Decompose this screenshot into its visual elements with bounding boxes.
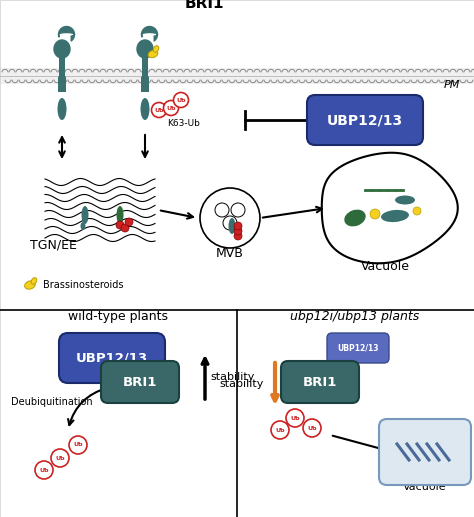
Ellipse shape	[395, 195, 415, 205]
Circle shape	[234, 222, 242, 230]
Circle shape	[164, 100, 179, 115]
Circle shape	[286, 409, 304, 427]
Circle shape	[303, 419, 321, 437]
Ellipse shape	[140, 98, 149, 120]
Text: Ub: Ub	[307, 425, 317, 431]
Circle shape	[231, 203, 245, 217]
Circle shape	[152, 102, 166, 117]
FancyBboxPatch shape	[307, 95, 423, 145]
Text: BRI1: BRI1	[303, 375, 337, 388]
Text: BRI1: BRI1	[123, 375, 157, 388]
Text: Ub: Ub	[55, 455, 65, 461]
Text: Vacuole: Vacuole	[361, 260, 410, 273]
FancyBboxPatch shape	[101, 361, 179, 403]
Text: Ub: Ub	[39, 467, 49, 473]
Ellipse shape	[117, 206, 124, 224]
Text: PM: PM	[444, 80, 460, 90]
Text: K63-Ub: K63-Ub	[167, 119, 200, 128]
Circle shape	[200, 188, 260, 248]
Bar	[142, 57, 148, 79]
Text: Ub: Ub	[290, 416, 300, 420]
Ellipse shape	[228, 218, 236, 234]
FancyBboxPatch shape	[379, 419, 471, 485]
Circle shape	[223, 216, 237, 230]
Text: UBP12/13: UBP12/13	[327, 113, 403, 127]
Bar	[143, 61, 147, 79]
Text: wild-type plants: wild-type plants	[68, 310, 168, 323]
FancyBboxPatch shape	[281, 361, 359, 403]
Circle shape	[116, 221, 124, 229]
Text: Ub: Ub	[154, 108, 164, 113]
Ellipse shape	[57, 98, 66, 120]
Circle shape	[125, 218, 133, 226]
FancyBboxPatch shape	[327, 333, 389, 363]
FancyBboxPatch shape	[59, 333, 165, 383]
Text: ubp12i/ubp13 plants: ubp12i/ubp13 plants	[291, 310, 419, 323]
Ellipse shape	[381, 210, 409, 222]
Ellipse shape	[148, 50, 158, 58]
Bar	[141, 76, 149, 92]
Ellipse shape	[82, 206, 89, 224]
Text: Ub: Ub	[166, 105, 176, 111]
Text: stability: stability	[210, 372, 255, 382]
Bar	[59, 57, 65, 79]
Text: UBP12/13: UBP12/13	[76, 352, 148, 364]
Text: MVB: MVB	[216, 247, 244, 260]
Circle shape	[234, 227, 242, 235]
Circle shape	[35, 461, 53, 479]
Ellipse shape	[153, 45, 159, 52]
Text: TGN/EE: TGN/EE	[30, 238, 77, 251]
Polygon shape	[54, 40, 70, 58]
Circle shape	[234, 232, 242, 240]
Circle shape	[173, 93, 189, 108]
Bar	[58, 76, 66, 92]
Ellipse shape	[81, 222, 85, 230]
Text: Ub: Ub	[73, 443, 83, 448]
Circle shape	[271, 421, 289, 439]
Circle shape	[413, 207, 421, 215]
Circle shape	[51, 449, 69, 467]
Text: UBP12/13: UBP12/13	[337, 343, 379, 353]
Polygon shape	[137, 40, 153, 58]
Ellipse shape	[344, 209, 366, 226]
Circle shape	[69, 436, 87, 454]
Text: stability: stability	[219, 379, 264, 389]
Bar	[60, 61, 64, 79]
Circle shape	[370, 209, 380, 219]
Circle shape	[121, 224, 129, 232]
Ellipse shape	[31, 278, 37, 284]
Text: Ub: Ub	[275, 428, 285, 433]
Polygon shape	[322, 153, 458, 263]
Text: Vacuole: Vacuole	[403, 482, 447, 492]
Circle shape	[215, 203, 229, 217]
Text: Ub: Ub	[176, 98, 186, 102]
Bar	[0, 68, 474, 84]
Text: BRI1: BRI1	[185, 0, 225, 11]
Text: Brassinosteroids: Brassinosteroids	[43, 280, 124, 290]
Ellipse shape	[25, 281, 36, 289]
Text: Deubiquitination: Deubiquitination	[11, 397, 93, 407]
